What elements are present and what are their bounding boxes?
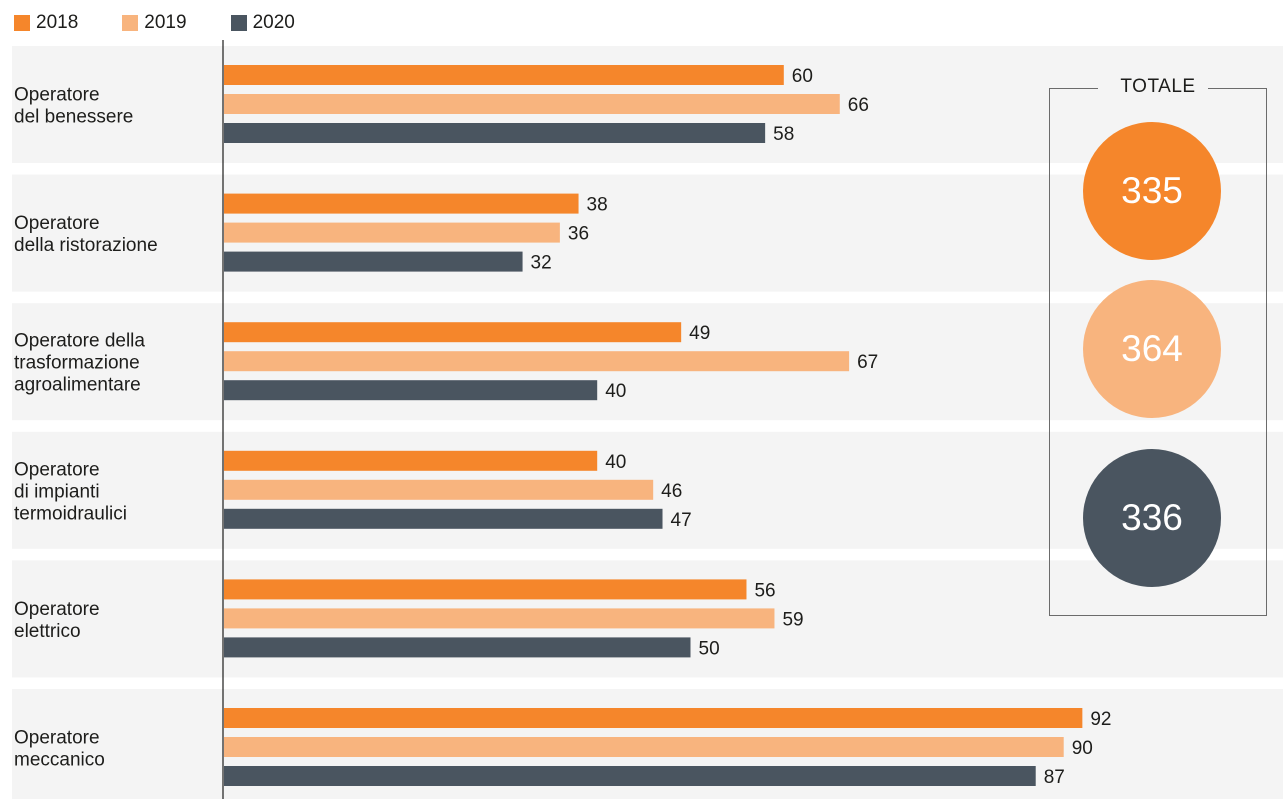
category-label-line: elettrico	[14, 621, 81, 642]
category-label: Operatore della ristorazione	[14, 213, 158, 256]
total-2019-value: 364	[1121, 328, 1183, 369]
legend-label-2018: 2018	[36, 12, 79, 33]
bar-2019	[224, 94, 840, 114]
category-label-line: di impianti	[14, 481, 100, 502]
total-2018-circle: 335	[1083, 122, 1221, 260]
bar-2018	[224, 708, 1083, 728]
data-label-2020: 32	[531, 253, 552, 274]
category-label-line: Operatore	[14, 459, 100, 480]
data-label-2019: 90	[1072, 738, 1093, 759]
category-label: Operatore della trasformazione agroaliment…	[14, 331, 145, 396]
bar-2019	[224, 222, 560, 243]
category-label-line: Operatore della	[14, 331, 145, 352]
total-2020-circle: 336	[1083, 449, 1221, 587]
data-label-2020: 50	[699, 638, 720, 659]
bar-2018	[224, 193, 579, 214]
data-label-2020: 58	[773, 124, 794, 145]
category-label-line: Operatore	[14, 85, 100, 106]
bar-2019	[224, 608, 775, 629]
data-label-2019: 67	[857, 352, 878, 373]
totale-border-left	[1050, 88, 1098, 89]
data-label-2018: 38	[587, 195, 608, 216]
data-label-2020: 40	[605, 381, 626, 402]
total-2018-value: 335	[1121, 170, 1183, 211]
legend-item-2019: 2019	[122, 12, 187, 34]
bar-2020	[224, 766, 1036, 786]
data-label-2019: 46	[661, 481, 682, 502]
bar-2018	[224, 65, 784, 85]
data-label-2019: 36	[568, 224, 589, 245]
legend-swatch-2019	[122, 15, 139, 31]
legend-swatch-2020	[230, 15, 247, 31]
total-2019-circle: 364	[1083, 280, 1221, 418]
bar-2018	[224, 579, 747, 600]
legend: 2018 2019 2020	[14, 10, 339, 36]
bar-2020	[224, 251, 523, 272]
category-label: Operatore elettrico	[14, 599, 100, 642]
category-label-line: Operatore	[14, 728, 100, 749]
category-label-line: Operatore	[14, 213, 100, 234]
category-label-line: del benessere	[14, 107, 133, 128]
legend-label-2019: 2019	[144, 12, 187, 33]
bar-2020	[224, 637, 691, 658]
legend-swatch-2018	[14, 15, 30, 31]
bar-2018	[224, 322, 682, 343]
data-label-2018: 60	[792, 66, 813, 87]
bar-2020	[224, 380, 598, 401]
total-2020-value: 336	[1121, 497, 1183, 538]
legend-item-2020: 2020	[230, 12, 295, 34]
category-label: Operatore di impianti termoidraulici	[14, 459, 127, 524]
totale-title: TOTALE	[1120, 76, 1196, 97]
category-band	[12, 174, 1283, 292]
data-label-2019: 66	[848, 95, 869, 116]
bar-2019	[224, 479, 654, 500]
data-label-2020: 87	[1044, 767, 1065, 788]
data-label-2018: 40	[605, 452, 626, 473]
totale-border-right	[1208, 88, 1266, 89]
data-label-2018: 49	[689, 323, 710, 344]
category-label-line: Operatore	[14, 599, 100, 620]
bar-2019	[224, 351, 850, 372]
data-label-2020: 47	[671, 510, 692, 531]
bar-2020	[224, 508, 663, 529]
category-label-line: trasformazione	[14, 353, 140, 374]
totale-panel: TOTALE 335 364 336	[1049, 76, 1267, 616]
category-label: Operatore meccanico	[14, 728, 105, 771]
category-label-line: termoidraulici	[14, 503, 127, 524]
bar-2019	[224, 737, 1064, 757]
category-label-line: della ristorazione	[14, 235, 158, 256]
bar-2020	[224, 123, 766, 143]
data-label-2018: 92	[1090, 709, 1111, 730]
category-label-line: agroalimentare	[14, 375, 141, 396]
category-label: Operatore del benessere	[14, 85, 133, 128]
bar-2018	[224, 450, 598, 471]
legend-label-2020: 2020	[252, 12, 295, 33]
data-label-2019: 59	[782, 609, 803, 630]
legend-item-2018: 2018	[14, 12, 78, 34]
data-label-2018: 56	[754, 580, 775, 601]
category-label-line: meccanico	[14, 750, 105, 771]
